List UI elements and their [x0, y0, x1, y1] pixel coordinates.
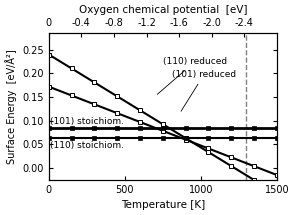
Text: (101) reduced: (101) reduced — [172, 70, 236, 111]
Y-axis label: Surface Energy  [eV/Å²]: Surface Energy [eV/Å²] — [5, 49, 17, 164]
Text: (110) stoichiom.: (110) stoichiom. — [50, 141, 124, 150]
X-axis label: Oxygen chemical potential  [eV]: Oxygen chemical potential [eV] — [78, 5, 247, 15]
X-axis label: Temperature [K]: Temperature [K] — [121, 200, 205, 210]
Text: (110) reduced: (110) reduced — [157, 57, 227, 94]
Text: (101) stoichiom.: (101) stoichiom. — [50, 117, 124, 126]
